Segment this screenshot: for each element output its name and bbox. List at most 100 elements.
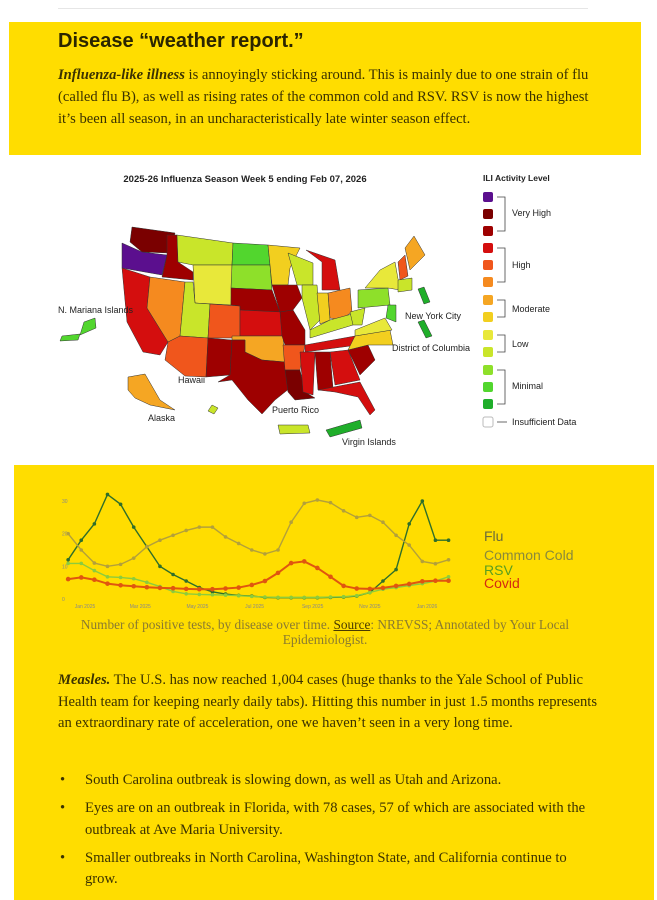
- data-point: [92, 561, 97, 565]
- data-point: [446, 558, 451, 562]
- data-point: [381, 520, 385, 525]
- weather-report-callout: [9, 22, 641, 155]
- label-puerto-rico: Puerto Rico: [272, 405, 319, 415]
- legend-swatch: [483, 365, 493, 375]
- data-point: [315, 565, 320, 571]
- data-point: [131, 576, 136, 581]
- legend-bracket: [497, 196, 506, 232]
- data-point: [249, 582, 255, 588]
- data-point: [433, 561, 438, 566]
- legend-label: Minimal: [512, 381, 543, 391]
- data-point: [446, 574, 451, 579]
- legend-label: Very High: [512, 208, 551, 218]
- data-point: [276, 548, 280, 552]
- data-point: [105, 581, 110, 586]
- data-point: [79, 548, 84, 552]
- bullet-item: South Carolina outbreak is slowing down,…: [58, 770, 598, 792]
- data-point: [79, 561, 84, 566]
- data-point: [328, 574, 333, 580]
- series-label: Common Cold: [484, 547, 573, 563]
- data-point: [144, 584, 150, 590]
- measles-bullets: South Carolina outbreak is slowing down,…: [58, 770, 598, 897]
- data-point: [118, 575, 123, 580]
- data-point: [223, 586, 228, 591]
- data-point: [446, 538, 451, 542]
- data-point: [288, 560, 294, 566]
- data-point: [341, 583, 346, 589]
- data-point: [105, 564, 110, 569]
- chart-caption: Number of positive tests, by disease ove…: [60, 617, 590, 647]
- data-point: [302, 501, 307, 506]
- label-virgin-islands: Virgin Islands: [342, 437, 396, 447]
- data-point: [368, 513, 372, 518]
- data-point: [420, 559, 425, 564]
- data-point: [145, 580, 149, 585]
- data-point: [131, 525, 136, 529]
- label-alaska: Alaska: [148, 413, 175, 423]
- data-point: [79, 538, 84, 542]
- data-point: [315, 595, 320, 600]
- legend-label: High: [512, 260, 531, 270]
- positive-tests-chart: 0 10 20 30 Jan 2025 Mar 2025 May 2025 Jul 2025 S…: [62, 492, 573, 610]
- top-divider: [58, 8, 588, 9]
- data-point: [368, 590, 372, 595]
- source-link[interactable]: Source: [333, 617, 371, 632]
- data-point: [210, 592, 215, 597]
- x-tick-label: Nov 2025: [359, 604, 381, 610]
- series-line-common-cold: [67, 499, 449, 568]
- data-point: [262, 578, 268, 584]
- measles-text: The U.S. has now reached 1,004 cases (hu…: [58, 672, 598, 731]
- legend-swatch: [483, 277, 493, 287]
- data-point: [381, 579, 385, 583]
- legend-swatch: [482, 416, 494, 428]
- data-point: [118, 502, 123, 507]
- data-point: [289, 520, 293, 525]
- legend-swatch: [483, 192, 493, 202]
- data-point: [249, 548, 254, 552]
- series-label: Covid: [484, 575, 520, 591]
- data-point: [157, 585, 163, 591]
- data-point: [420, 579, 425, 584]
- data-point: [184, 528, 188, 533]
- state-louisiana: [284, 369, 316, 401]
- data-point: [341, 509, 346, 513]
- data-point: [236, 541, 241, 546]
- state-n-mariana-islands-2: [59, 333, 81, 342]
- x-tick-label: Jul 2025: [245, 604, 264, 610]
- data-point: [407, 543, 411, 547]
- legend-bracket: [497, 334, 506, 353]
- series-line-rsv: [68, 562, 449, 599]
- data-point: [118, 562, 123, 567]
- data-point: [158, 564, 162, 569]
- y-tick-label: 0: [62, 597, 65, 603]
- data-point: [367, 586, 373, 592]
- state-mississippi: [299, 351, 316, 396]
- data-point: [406, 581, 412, 587]
- state-florida: [317, 381, 376, 416]
- data-point: [223, 593, 228, 597]
- data-point: [131, 583, 137, 589]
- data-point: [197, 592, 202, 597]
- state-virginia: [354, 317, 393, 337]
- data-point: [118, 582, 123, 588]
- data-point: [223, 535, 228, 539]
- x-tick-label: Jan 2025: [75, 604, 96, 610]
- data-point: [354, 515, 359, 520]
- data-point: [249, 594, 254, 599]
- data-point: [66, 531, 70, 536]
- legend-title: ILI Activity Level: [483, 173, 550, 183]
- state-texas: [217, 339, 291, 415]
- data-point: [236, 585, 241, 590]
- state-new-york: [364, 261, 401, 291]
- data-point: [210, 586, 215, 592]
- state-iowa: [271, 284, 303, 313]
- label-hawaii: Hawaii: [178, 375, 205, 385]
- data-point: [301, 559, 307, 564]
- state-nyc: [417, 286, 431, 305]
- data-point: [263, 595, 267, 599]
- data-point: [105, 574, 110, 579]
- state-dc: [417, 319, 433, 339]
- section-heading: Disease “weather report.”: [58, 30, 304, 52]
- data-point: [315, 498, 320, 502]
- data-point: [92, 522, 97, 526]
